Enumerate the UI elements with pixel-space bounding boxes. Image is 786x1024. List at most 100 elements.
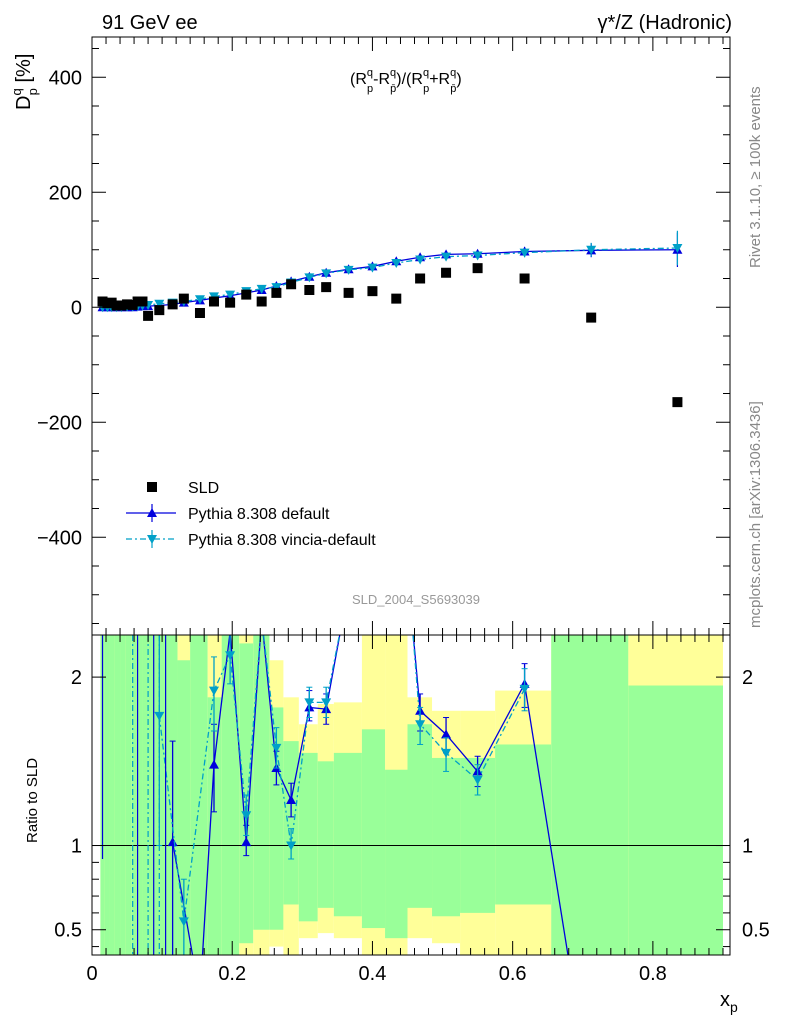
ratio-marker (519, 684, 530, 694)
sld-marker (241, 289, 252, 300)
sld-marker (116, 300, 127, 311)
main-ytick-label: −200 (37, 412, 82, 434)
ratio-ytick-label: 1 (71, 836, 82, 858)
ratio-band-inner (148, 635, 154, 955)
x-axis-label: xp (720, 989, 738, 1015)
ratio-band-inner (114, 635, 121, 955)
main-ytick-label: 200 (49, 182, 82, 204)
ratio-band-inner (298, 752, 318, 922)
legend-label: SLD (188, 480, 219, 497)
sld-marker (167, 299, 178, 310)
ratio-band-inner (190, 635, 208, 955)
ratio-marker (271, 743, 282, 753)
mc-vincia-marker (154, 299, 165, 309)
ratio-ytick-label-right: 0.5 (742, 920, 770, 942)
ratio-band-inner (269, 707, 284, 930)
ratio-ylabel: Ratio to SLD (24, 758, 41, 843)
mc-vincia-marker (472, 251, 483, 261)
ratio-frame (91, 634, 731, 956)
xtick-label: 0.4 (359, 963, 387, 985)
ratio-band-inner (104, 635, 110, 955)
xtick-label: 0.6 (499, 963, 527, 985)
sld-marker (225, 297, 236, 308)
ratio-band-inner (551, 635, 629, 955)
main-series (97, 230, 683, 408)
xtick-label: 0.2 (218, 963, 246, 985)
sld-marker (143, 310, 154, 321)
ratio-marker (225, 651, 236, 661)
rivet-version-text: Rivet 3.1.10, ≥ 100k events (747, 86, 764, 268)
ratio-band-inner (253, 635, 270, 930)
ratio-marker (472, 775, 483, 785)
sld-marker (256, 296, 267, 307)
ratio-band-inner (333, 752, 362, 917)
sld-marker (194, 308, 205, 318)
ratio-band-inner (283, 741, 299, 905)
mcplots-credit-text: mcplots.cern.ch [arXiv:1306.3436] (747, 401, 764, 628)
sld-marker (137, 296, 148, 307)
ratio-band-inner (317, 761, 334, 908)
ratio-band-inner (221, 635, 240, 955)
sld-marker (391, 293, 402, 304)
mc-vincia-marker (343, 265, 354, 275)
ratio-band-inner (125, 635, 132, 955)
ratio-marker (441, 729, 452, 739)
mc-vincia-marker (519, 248, 530, 258)
mc-vincia-marker (415, 255, 426, 265)
sld-marker (441, 267, 452, 278)
analysis-watermark: SLD_2004_S5693039 (352, 592, 480, 607)
ratio-ytick-label: 2 (71, 667, 82, 689)
ratio-band-inner (207, 697, 222, 955)
mc-vincia-marker (194, 295, 205, 305)
ratio-marker (208, 686, 219, 696)
sld-marker (154, 305, 165, 316)
sld-marker (321, 282, 332, 293)
sld-marker (367, 286, 378, 297)
ratio-marker (154, 711, 165, 721)
main-axis-ticks: −400 −200 0 200 400 (37, 37, 730, 635)
legend: SLD Pythia 8.308 default Pythia 8.308 vinc… (126, 480, 376, 549)
legend-marker (147, 508, 157, 517)
ratio-marker (304, 698, 315, 708)
mc-vincia-marker (391, 258, 402, 268)
ratio-marker (241, 837, 252, 847)
legend-label: Pythia 8.308 default (188, 506, 330, 523)
xtick-label: 0.8 (639, 963, 667, 985)
mc-vincia-marker (672, 244, 683, 254)
ratio-band-inner (432, 757, 461, 917)
ratio-marker (321, 698, 332, 708)
mc-vincia-marker (271, 283, 282, 293)
sld-marker (472, 263, 483, 274)
ratio-series (101, 635, 569, 955)
title-right: γ*/Z (Hadronic) (598, 12, 732, 34)
main-ytick-label: −400 (37, 527, 82, 549)
ratio-marker (178, 917, 189, 927)
main-ytick-label: 400 (49, 67, 82, 89)
ratio-marker (241, 811, 252, 821)
ratio-marker (286, 795, 297, 805)
ratio-band-inner (239, 643, 254, 944)
ratio-band-inner (136, 635, 143, 955)
ratio-marker (415, 720, 426, 730)
title-left: 91 GeV ee (102, 12, 198, 34)
mc-vincia-marker (586, 245, 597, 255)
main-ytick-label: 0 (71, 297, 82, 319)
sld-marker (286, 279, 297, 290)
mc-vincia-marker (225, 290, 236, 300)
ratio-axis-ticks: 0.5 0.5 1 1 2 2 0 0.2 0.4 0.6 0.8 (54, 635, 770, 985)
ratio-marker (441, 748, 452, 758)
sld-marker (519, 273, 530, 284)
sld-marker (415, 273, 426, 284)
ratio-band-inner (131, 635, 137, 955)
mc-vincia-marker (321, 269, 332, 279)
main-ylabel: Dqp [%] (9, 54, 40, 110)
sld-marker (122, 299, 133, 310)
legend-sld-marker (147, 482, 157, 492)
ratio-band-inner (142, 635, 149, 955)
sld-marker (304, 285, 315, 295)
mc-vincia-marker (441, 252, 452, 262)
ratio-marker (208, 759, 219, 769)
ratio-bands (92, 635, 730, 955)
sld-marker (271, 287, 282, 298)
xtick-label: 0 (86, 963, 97, 985)
